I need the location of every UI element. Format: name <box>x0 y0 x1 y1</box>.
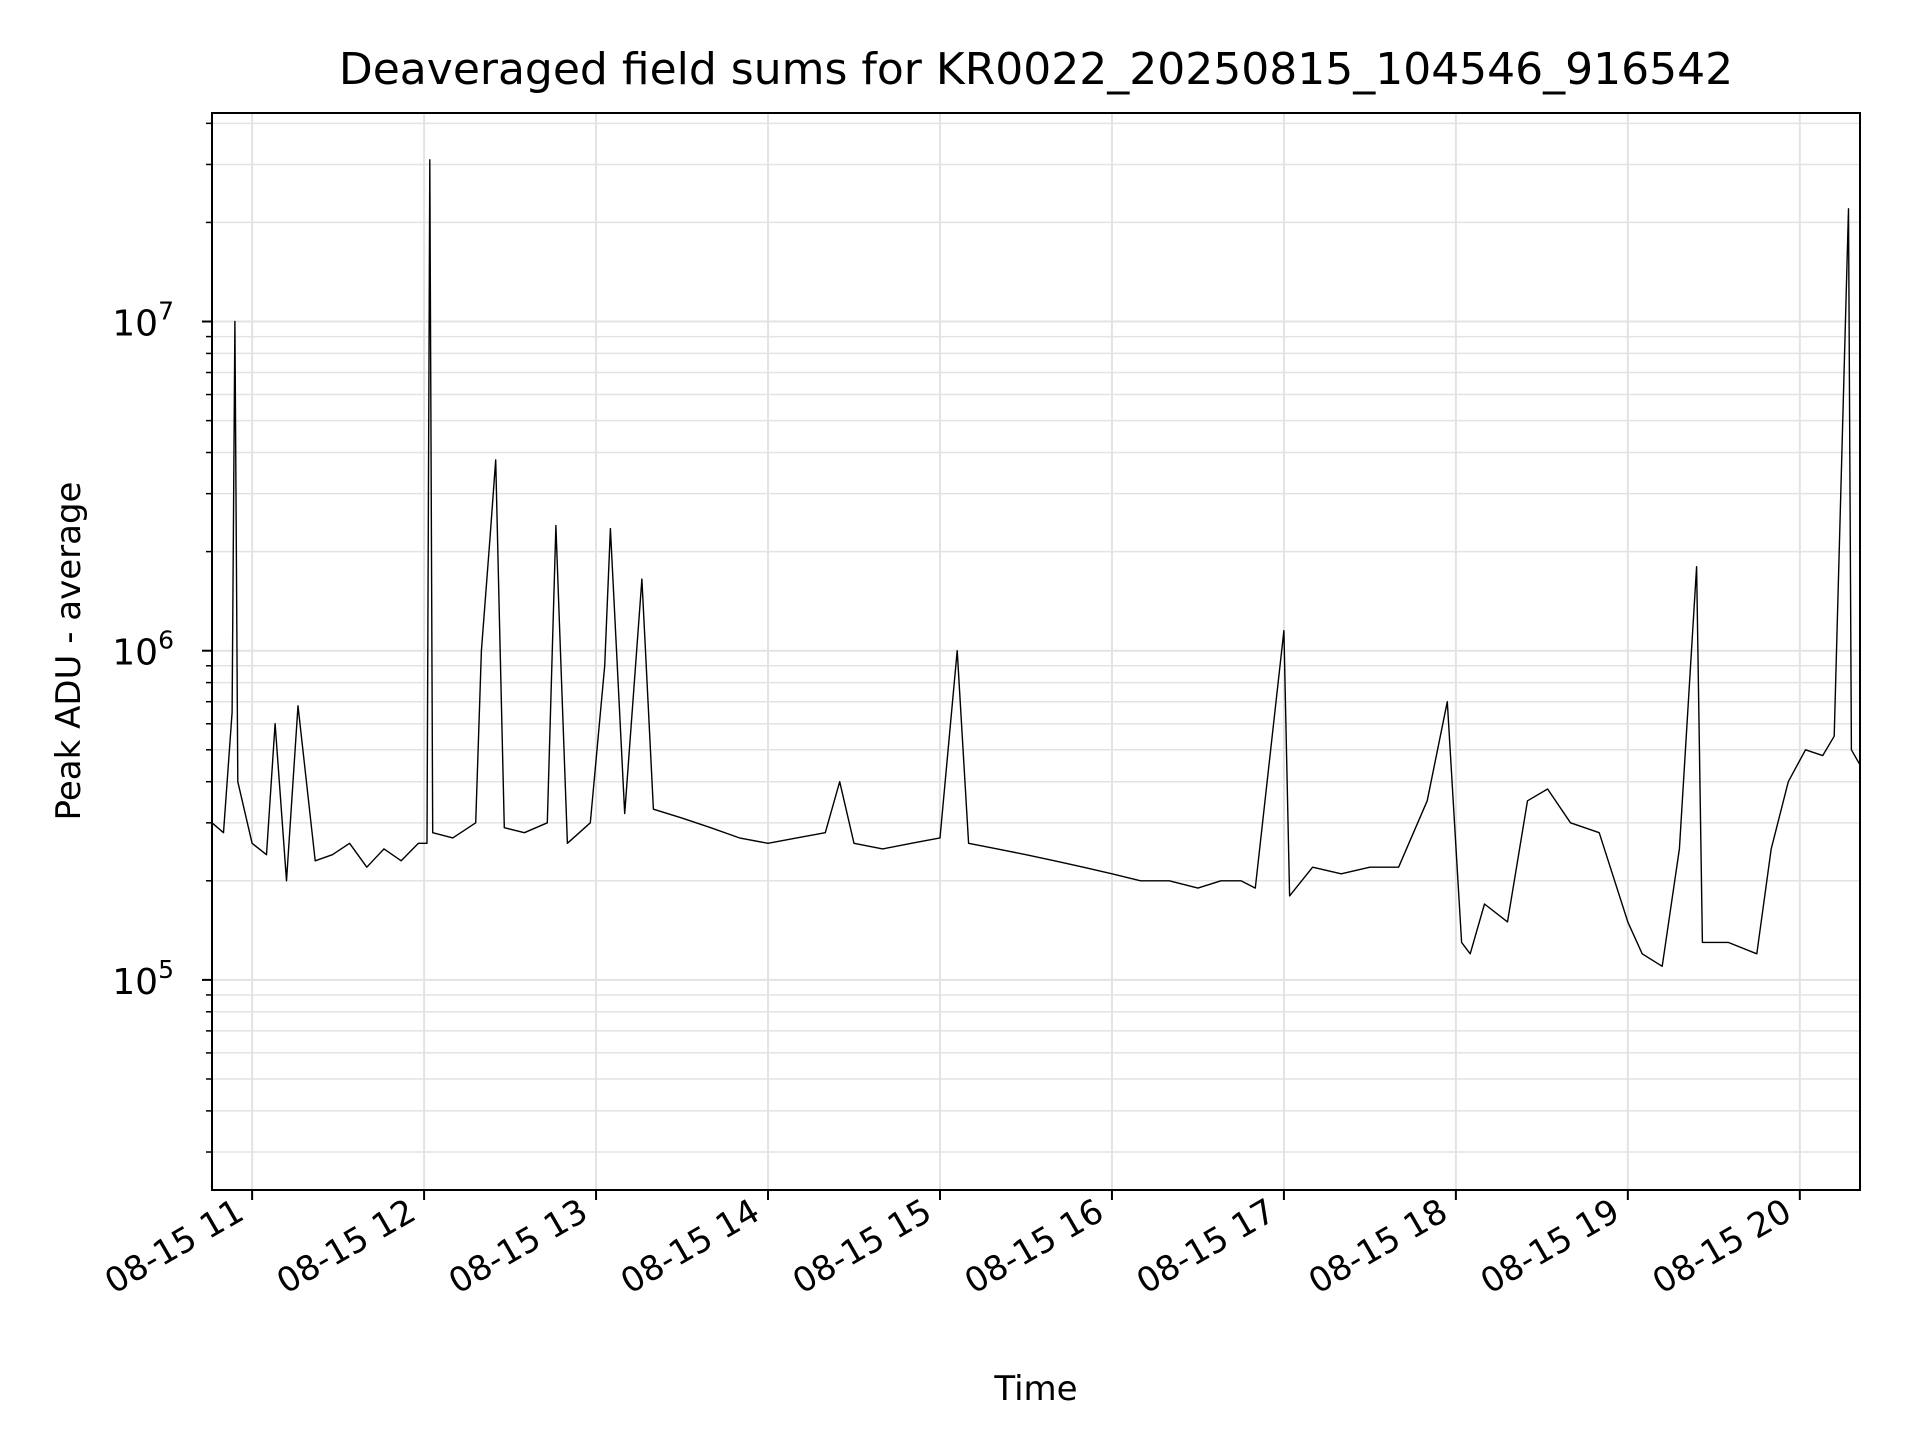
chart-title: Deaveraged field sums for KR0022_2025081… <box>339 44 1733 95</box>
grid <box>212 113 1860 1190</box>
series-line <box>211 159 1861 967</box>
data-series <box>211 159 1861 967</box>
y-tick-label: 105 <box>112 955 174 1003</box>
x-axis-label: Time <box>993 1369 1077 1409</box>
y-tick-label: 106 <box>112 626 174 674</box>
y-tick-label: 107 <box>112 297 174 345</box>
y-axis-label: Peak ADU - average <box>49 482 89 821</box>
y-axis: 105 106 107 <box>112 122 212 1153</box>
